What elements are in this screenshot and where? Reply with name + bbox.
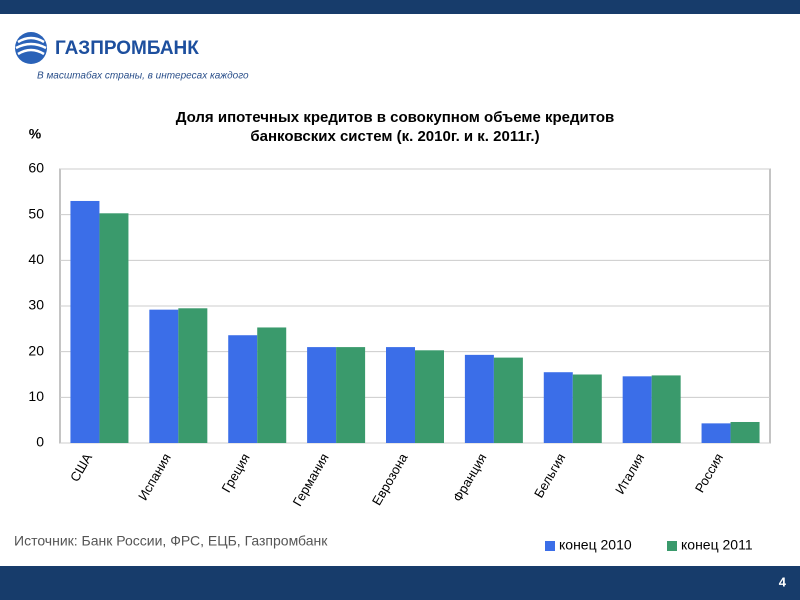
y-tick-label: 30 <box>28 297 44 313</box>
x-tick-label: Италия <box>612 451 647 497</box>
bar <box>701 423 731 443</box>
x-tick-label: Франция <box>450 451 490 505</box>
bar <box>493 357 523 443</box>
bar <box>651 375 681 443</box>
brand: ГАЗПРОМБАНК <box>55 38 199 59</box>
bar <box>386 347 415 443</box>
y-tick-label: 0 <box>36 434 44 450</box>
y-tick-label: 60 <box>28 160 44 176</box>
top-bar <box>0 0 800 14</box>
x-tick-label: Еврозона <box>369 450 411 508</box>
chart-title: банковских систем (к. 2010г. и к. 2011г.… <box>250 128 539 145</box>
bar <box>307 347 337 443</box>
x-tick-label: Бельгия <box>531 451 568 501</box>
chart-title: Доля ипотечных кредитов в совокупном объ… <box>176 109 615 126</box>
y-tick-label: 20 <box>28 342 44 358</box>
legend-swatch <box>667 541 677 551</box>
x-tick-label: Греция <box>219 451 253 495</box>
bar <box>622 376 652 443</box>
bar <box>730 421 760 443</box>
bar <box>415 350 444 443</box>
bar <box>464 354 494 443</box>
bar <box>257 327 287 443</box>
x-tick-label: Россия <box>692 451 726 495</box>
bar <box>228 335 258 443</box>
x-tick-label: США <box>67 450 95 484</box>
bar <box>336 347 366 443</box>
y-axis-label: % <box>29 126 42 142</box>
logo-icon <box>15 32 47 64</box>
x-tick-label: Испания <box>135 451 174 503</box>
legend-label: конец 2011 <box>681 537 753 553</box>
y-tick-label: 10 <box>28 388 44 404</box>
bar <box>99 213 129 443</box>
x-tick-label: Германия <box>290 451 332 509</box>
legend-label: конец 2010 <box>559 537 632 553</box>
page-number: 4 <box>779 574 787 589</box>
bar <box>149 309 179 443</box>
bar <box>178 308 208 443</box>
bottom-bar <box>0 566 800 600</box>
bar <box>70 200 100 443</box>
bar <box>543 372 573 443</box>
bar <box>572 374 602 443</box>
source: Источник: Банк России, ФРС, ЕЦБ, Газпром… <box>14 533 328 549</box>
legend-swatch <box>545 541 555 551</box>
y-tick-label: 40 <box>28 251 44 267</box>
y-tick-label: 50 <box>28 205 44 221</box>
tagline: В масштабах страны, в интересах каждого <box>37 70 249 82</box>
